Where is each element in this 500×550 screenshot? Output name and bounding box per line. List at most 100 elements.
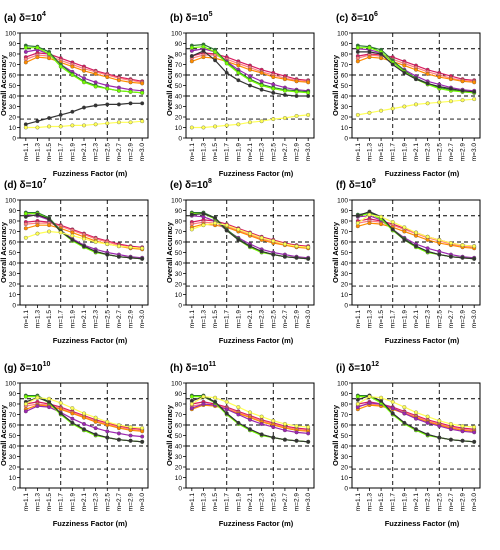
data-point — [201, 48, 206, 53]
chart-panel-8: (h) δ=1011 0 10 20 30 40 50 60 70 80 90 100 m=1.1 m=1… — [165, 361, 315, 528]
y-tick-label: 30 — [175, 454, 183, 461]
data-point — [213, 395, 218, 400]
y-tick-label: 40 — [175, 261, 183, 268]
data-point — [236, 237, 241, 242]
y-tick-label: 60 — [9, 423, 17, 430]
data-point — [224, 123, 229, 128]
data-point — [70, 237, 75, 242]
data-point — [82, 105, 86, 110]
data-point — [294, 79, 299, 84]
data-point — [425, 432, 430, 437]
y-tick-label: 50 — [175, 433, 183, 440]
data-point — [402, 411, 407, 416]
data-point — [93, 419, 98, 424]
data-point — [116, 437, 121, 442]
data-point — [248, 231, 252, 236]
y-tick-label: 70 — [175, 412, 183, 419]
y-tick-label: 30 — [9, 271, 17, 278]
x-tick-label: m=1.5 — [212, 493, 219, 512]
y-tick-label: 70 — [9, 229, 17, 236]
data-point — [379, 395, 384, 400]
y-tick-label: 20 — [175, 115, 183, 122]
x-tick-label: m=2.3 — [259, 310, 266, 329]
panel-label: (e) — [170, 180, 185, 191]
data-point — [128, 438, 133, 443]
y-tick-label: 90 — [175, 391, 183, 398]
data-point — [282, 422, 287, 426]
panel-title: (a) δ=104 — [4, 11, 46, 24]
x-tick-label: m=1.3 — [200, 143, 207, 162]
x-tick-label: m=2.1 — [413, 143, 420, 162]
data-point — [248, 427, 252, 432]
x-tick-label: m=1.3 — [366, 143, 373, 162]
x-tick-label: m=3.0 — [471, 493, 478, 512]
y-axis-title: Overall Accuracy — [0, 404, 8, 466]
x-tick-label: m=1.1 — [189, 493, 196, 512]
data-point — [448, 241, 453, 245]
y-tick-label: 0 — [344, 486, 348, 493]
data-point — [271, 117, 276, 122]
data-point — [224, 70, 229, 75]
data-point — [271, 252, 276, 257]
data-point — [259, 414, 264, 419]
data-point — [35, 395, 40, 400]
data-point — [282, 92, 287, 97]
y-tick-label: 20 — [175, 465, 183, 472]
y-tick-label: 80 — [341, 219, 349, 226]
data-point — [35, 125, 40, 130]
data-point — [271, 86, 276, 91]
data-point — [367, 49, 372, 54]
data-point — [236, 70, 241, 75]
data-point — [472, 244, 477, 249]
x-tick-label: m=1.3 — [34, 143, 41, 162]
data-point — [306, 245, 311, 250]
panel-title-exponent: 5 — [209, 11, 213, 18]
x-tick-label: m=2.7 — [116, 143, 123, 162]
y-tick-label: 70 — [9, 62, 17, 69]
data-point — [105, 435, 110, 440]
data-point — [472, 89, 477, 94]
data-point — [294, 438, 299, 443]
x-tick-label: m=1.3 — [200, 310, 207, 329]
y-tick-label: 0 — [344, 136, 348, 143]
y-tick-label: 40 — [341, 94, 349, 101]
data-point — [201, 402, 206, 406]
x-tick-label: m=2.5 — [436, 310, 443, 329]
panel-title-exponent: 6 — [374, 11, 378, 18]
data-point — [460, 79, 465, 84]
x-tick-label: m=2.5 — [104, 310, 111, 329]
y-tick-label: 0 — [12, 303, 16, 310]
x-tick-label: m=2.5 — [270, 493, 277, 512]
plot-frame — [185, 382, 315, 489]
data-point — [379, 222, 384, 227]
data-point — [271, 418, 276, 423]
panel-title: (i) δ=1012 — [336, 361, 379, 374]
data-point — [448, 77, 453, 82]
y-tick-label: 100 — [5, 381, 16, 388]
x-axis-title: Fuzziness Factor (m) — [219, 519, 294, 528]
data-point — [82, 422, 86, 426]
data-point — [390, 227, 395, 232]
data-point — [105, 429, 110, 434]
y-tick-label: 100 — [337, 31, 348, 38]
data-point — [35, 223, 40, 228]
data-point — [105, 242, 110, 247]
data-point — [259, 119, 264, 124]
data-point — [472, 439, 477, 444]
x-axis-title: Fuzziness Factor (m) — [385, 336, 460, 345]
panel-label: (b) — [170, 13, 186, 24]
y-tick-label: 100 — [5, 198, 16, 205]
data-point — [271, 75, 276, 80]
x-tick-label: m=1.3 — [366, 310, 373, 329]
y-tick-label: 20 — [341, 282, 349, 289]
y-tick-label: 70 — [9, 412, 17, 419]
data-point — [414, 102, 418, 107]
data-point — [93, 71, 98, 76]
y-tick-label: 90 — [341, 208, 349, 215]
x-tick-label: m=2.3 — [425, 143, 432, 162]
panel-title-exponent: 9 — [372, 178, 376, 185]
data-point — [93, 415, 98, 420]
data-point — [58, 230, 63, 235]
data-point — [259, 83, 264, 88]
panel-title-base: δ=10 — [351, 13, 374, 24]
